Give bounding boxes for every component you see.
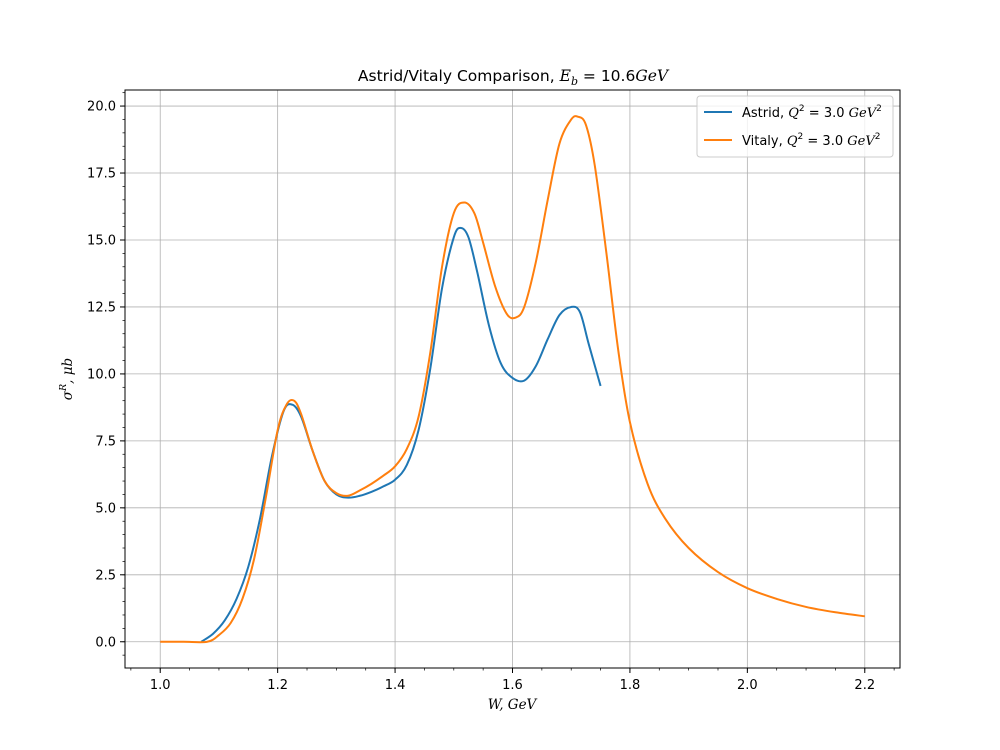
y-tick-label: 12.5 xyxy=(87,300,116,315)
y-axis-label: σR, μb xyxy=(58,358,76,400)
legend-box xyxy=(696,95,894,158)
grid-lines xyxy=(125,90,900,668)
y-tick-label: 2.5 xyxy=(95,568,116,583)
chart-title: Astrid/Vitaly Comparison, Eb = 10.6GeV xyxy=(358,67,670,88)
y-tick-label: 7.5 xyxy=(95,434,116,449)
legend-label-vitaly: Vitaly, Q2 = 3.0 GeV2 xyxy=(742,132,880,149)
x-axis-label: W, GeV xyxy=(488,697,538,713)
x-axis-ticks: 1.0 1.2 1.4 1.6 1.8 2.0 2.2 xyxy=(130,668,895,693)
x-tick-label: 2.2 xyxy=(854,678,875,693)
x-tick-label: 1.6 xyxy=(502,678,523,693)
y-tick-label: 10.0 xyxy=(87,367,116,382)
x-tick-label: 1.4 xyxy=(385,678,406,693)
legend-label-astrid: Astrid, Q2 = 3.0 GeV2 xyxy=(742,104,882,121)
y-tick-label: 20.0 xyxy=(87,100,116,115)
series-line-vitaly xyxy=(160,115,865,644)
y-tick-label: 5.0 xyxy=(95,501,116,516)
x-tick-label: 1.8 xyxy=(620,678,641,693)
series-lines xyxy=(160,115,865,644)
x-tick-label: 2.0 xyxy=(737,678,758,693)
legend: Astrid, Q2 = 3.0 GeV2 Vitaly, Q2 = 3.0 G… xyxy=(696,95,894,158)
y-tick-label: 0.0 xyxy=(95,635,116,650)
y-axis-ticks: 0.0 2.5 5.0 7.5 10.0 12.5 15.0 17.5 20.0 xyxy=(87,92,125,656)
y-tick-label: 17.5 xyxy=(87,167,116,182)
x-tick-label: 1.0 xyxy=(150,678,171,693)
x-tick-label: 1.2 xyxy=(267,678,288,693)
y-tick-label: 15.0 xyxy=(87,233,116,248)
